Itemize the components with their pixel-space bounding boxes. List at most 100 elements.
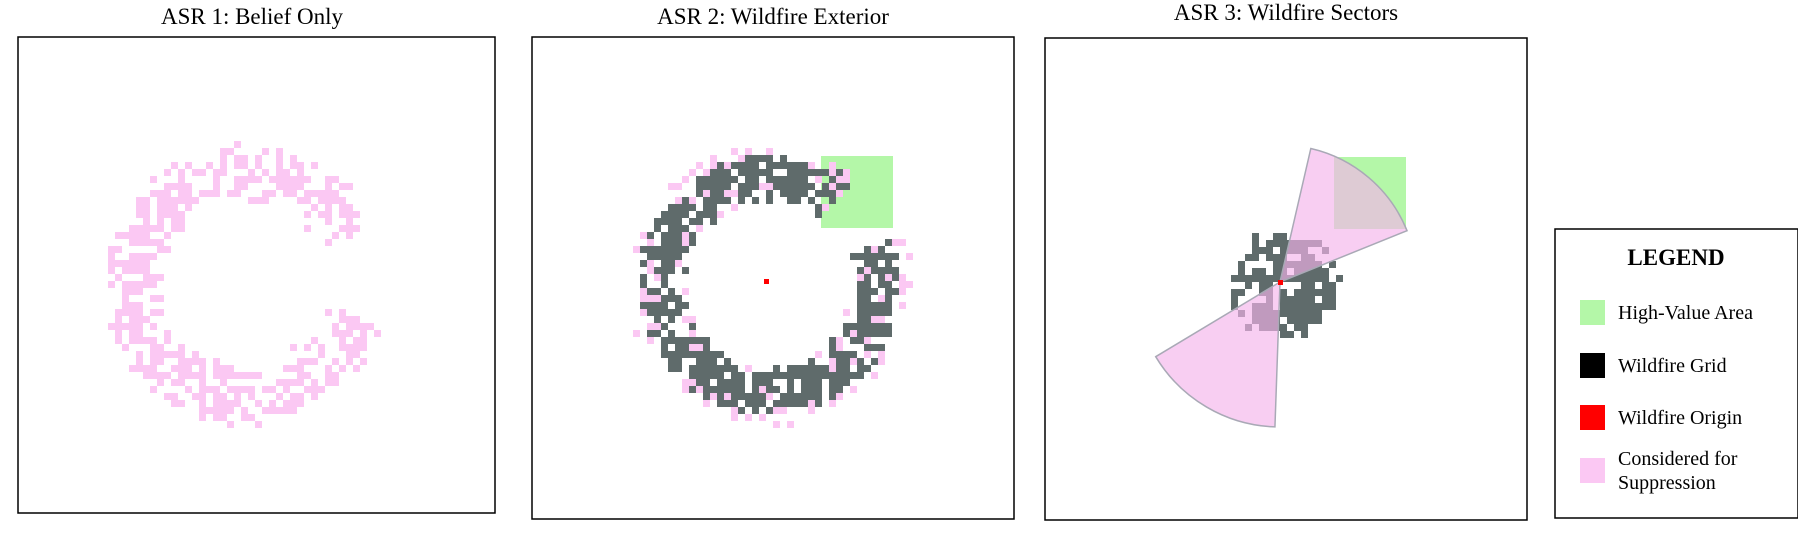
map-cell [808, 393, 815, 400]
map-cell [157, 204, 164, 211]
map-cell [304, 386, 311, 393]
map-cell [836, 393, 843, 400]
map-cell [766, 155, 773, 162]
map-cell [724, 176, 731, 183]
map-cell [1238, 268, 1245, 275]
map-cell [731, 414, 738, 421]
map-cell [108, 246, 115, 253]
map-cell [164, 204, 171, 211]
map-cell [227, 400, 234, 407]
map-cell [682, 288, 689, 295]
map-cell [864, 344, 871, 351]
map-cell [745, 414, 752, 421]
map-cell [1294, 317, 1301, 324]
map-cell [766, 169, 773, 176]
map-cell [696, 379, 703, 386]
map-cell [199, 372, 206, 379]
map-cell [248, 197, 255, 204]
map-cell [1322, 296, 1329, 303]
map-cell [136, 323, 143, 330]
map-cell [710, 351, 717, 358]
map-cell [780, 190, 787, 197]
map-cell [661, 253, 668, 260]
map-cell [374, 330, 381, 337]
map-cell [899, 239, 906, 246]
map-cell [647, 323, 654, 330]
map-cell [353, 337, 360, 344]
map-cell [143, 365, 150, 372]
map-cell [290, 365, 297, 372]
map-cell [108, 323, 115, 330]
map-cell [675, 351, 682, 358]
map-cell [283, 169, 290, 176]
map-cell [661, 309, 668, 316]
map-cell [185, 197, 192, 204]
map-cell [822, 372, 829, 379]
map-cell [675, 204, 682, 211]
map-cell [703, 211, 710, 218]
map-cell [682, 344, 689, 351]
map-cell [647, 288, 654, 295]
map-cell [731, 407, 738, 414]
map-cell [227, 365, 234, 372]
map-cell [1280, 324, 1287, 331]
map-cell [1315, 268, 1322, 275]
map-cell [710, 169, 717, 176]
map-cell [1280, 310, 1287, 317]
map-cell [178, 190, 185, 197]
map-cell [661, 323, 668, 330]
map-cell [885, 309, 892, 316]
map-cell [668, 260, 675, 267]
map-cell [290, 190, 297, 197]
map-cell [241, 176, 248, 183]
map-cell [1238, 275, 1245, 282]
map-cell [759, 155, 766, 162]
map-cell [647, 232, 654, 239]
map-cell [234, 400, 241, 407]
map-cell [675, 253, 682, 260]
map-cell [745, 190, 752, 197]
map-cell [297, 197, 304, 204]
map-cell [878, 316, 885, 323]
map-cell [136, 232, 143, 239]
map-cell [647, 246, 654, 253]
map-cell [1266, 275, 1273, 282]
map-cell [696, 351, 703, 358]
map-cell [1266, 247, 1273, 254]
map-cell [311, 358, 318, 365]
map-cell [1308, 303, 1315, 310]
map-cell [878, 358, 885, 365]
map-cell [871, 372, 878, 379]
map-cell [353, 323, 360, 330]
map-cell [731, 148, 738, 155]
map-cell [115, 337, 122, 344]
map-cell [745, 365, 752, 372]
map-cell [766, 379, 773, 386]
map-cell [115, 246, 122, 253]
map-cell [325, 211, 332, 218]
map-cell [829, 176, 836, 183]
map-cell [801, 190, 808, 197]
map-cell [843, 176, 850, 183]
map-cell [668, 351, 675, 358]
map-cell [640, 295, 647, 302]
map-cell [871, 288, 878, 295]
map-cell [822, 169, 829, 176]
map-cell [1238, 289, 1245, 296]
map-cell [689, 386, 696, 393]
map-cell [878, 246, 885, 253]
map-cell [150, 295, 157, 302]
map-cell [325, 365, 332, 372]
map-cell [304, 197, 311, 204]
map-cell [710, 190, 717, 197]
map-cell [682, 386, 689, 393]
map-cell [787, 372, 794, 379]
map-cell [143, 211, 150, 218]
legend-swatch [1580, 353, 1605, 378]
map-cell [787, 176, 794, 183]
map-cell [878, 351, 885, 358]
map-cell [808, 183, 815, 190]
map-cell [731, 393, 738, 400]
map-cell [227, 386, 234, 393]
map-cell [122, 260, 129, 267]
